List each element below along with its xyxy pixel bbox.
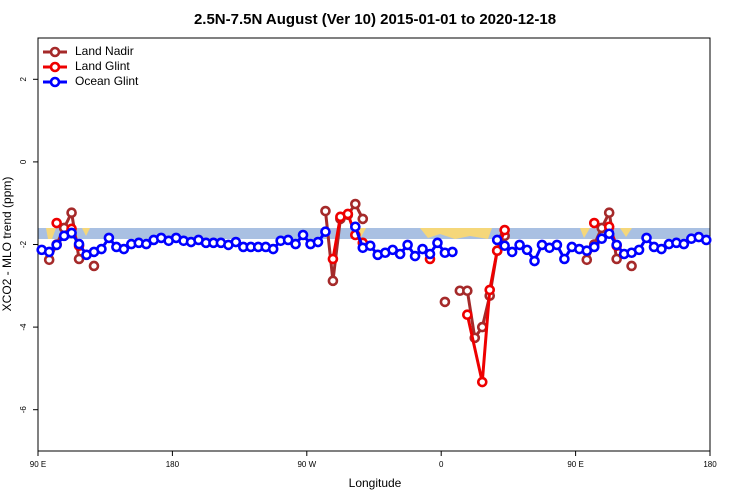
data-point	[88, 260, 100, 272]
data-point	[462, 309, 473, 321]
y-tick-label: 2	[19, 77, 28, 82]
data-point	[439, 296, 451, 308]
data-point	[320, 226, 331, 237]
legend-marker	[49, 46, 61, 58]
data-point	[626, 260, 637, 272]
data-point	[641, 232, 652, 244]
legend-marker	[49, 76, 61, 88]
data-point	[103, 232, 115, 244]
data-point	[327, 253, 339, 265]
data-point	[476, 376, 488, 388]
data-point	[521, 244, 533, 256]
data-point	[514, 239, 525, 251]
data-point	[402, 239, 413, 251]
data-point	[290, 238, 301, 250]
data-point	[364, 240, 376, 252]
data-point	[387, 244, 398, 256]
data-point	[409, 250, 421, 262]
x-tick-label: 90 W	[297, 460, 316, 469]
y-tick-label: -2	[19, 240, 28, 248]
data-point	[230, 236, 242, 248]
data-point	[66, 207, 77, 218]
data-point	[51, 217, 62, 229]
data-point	[96, 243, 107, 255]
data-point	[140, 238, 152, 250]
data-point	[603, 228, 615, 240]
data-point	[499, 240, 510, 252]
y-tick-label: -6	[19, 406, 28, 414]
data-point	[656, 243, 667, 255]
data-point	[327, 275, 339, 287]
data-point	[73, 238, 85, 250]
x-tick-label: 90 E	[567, 460, 583, 469]
data-point	[700, 234, 712, 246]
data-point	[611, 253, 622, 265]
data-point	[312, 236, 324, 248]
legend-label: Land Nadir	[75, 44, 134, 58]
data-point	[417, 243, 428, 255]
data-point	[394, 248, 406, 260]
data-point	[51, 239, 62, 251]
data-point	[350, 221, 361, 233]
legend-label: Ocean Glint	[75, 74, 139, 88]
data-point	[297, 229, 309, 241]
data-point	[447, 246, 458, 258]
data-point	[588, 217, 600, 229]
chart-title: 2.5N-7.5N August (Ver 10) 2015-01-01 to …	[194, 11, 556, 28]
data-point	[357, 213, 369, 225]
data-point	[581, 254, 593, 266]
data-point	[282, 234, 294, 246]
data-point	[551, 239, 563, 251]
data-point	[506, 246, 518, 258]
data-point	[342, 208, 354, 220]
data-point	[118, 243, 130, 255]
data-point	[484, 284, 496, 296]
data-point	[611, 239, 622, 251]
data-point	[603, 207, 615, 218]
data-point	[588, 241, 600, 253]
data-point	[633, 244, 645, 256]
data-point	[424, 248, 436, 260]
data-point	[432, 237, 443, 249]
x-tick-label: 180	[703, 460, 717, 469]
data-point	[43, 246, 55, 258]
data-point	[350, 198, 361, 210]
data-point	[462, 285, 473, 297]
data-point	[596, 233, 608, 245]
data-point	[66, 227, 77, 239]
x-axis-label: Longitude	[349, 476, 402, 490]
x-tick-label: 0	[439, 460, 444, 469]
y-tick-label: 0	[19, 159, 28, 164]
data-point	[320, 205, 331, 217]
data-point	[491, 245, 503, 256]
y-axis-label: XCO2 - MLO trend (ppm)	[0, 177, 14, 312]
legend-label: Land Glint	[75, 59, 130, 73]
data-point	[73, 253, 85, 265]
x-tick-label: 90 E	[30, 460, 46, 469]
data-point	[491, 234, 503, 246]
data-point	[529, 255, 540, 267]
x-tick-label: 180	[166, 460, 180, 469]
data-point	[267, 243, 279, 255]
legend-marker	[49, 61, 61, 73]
y-tick-label: -4	[19, 323, 28, 331]
data-point	[559, 253, 570, 265]
data-point	[499, 224, 510, 236]
data-point	[678, 238, 690, 250]
